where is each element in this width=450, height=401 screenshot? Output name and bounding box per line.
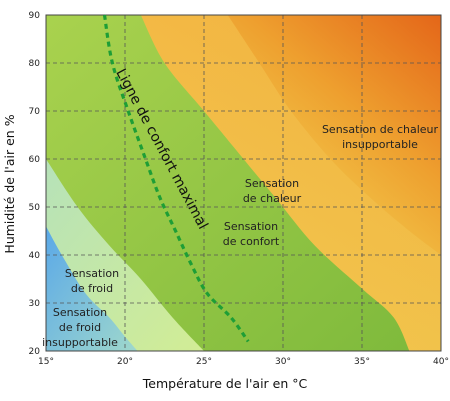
- plot-area: [46, 15, 441, 351]
- x-axis-title: Température de l'air en °C: [142, 376, 308, 391]
- y-tick-label: 50: [29, 203, 41, 213]
- zone-label-comfort: Sensation de confort: [223, 220, 280, 248]
- zone-comfort: [46, 15, 410, 351]
- zone-label-cold: Sensation de froid: [65, 267, 119, 295]
- zone-label-line: de froid: [71, 282, 113, 295]
- y-axis-title: Humidité de l'air en %: [2, 114, 17, 253]
- zone-label-line: de froid: [59, 321, 101, 334]
- zone-label-line: insupportable: [42, 336, 118, 349]
- y-tick-label: 30: [29, 299, 41, 309]
- zone-label-line: Sensation: [245, 177, 299, 190]
- zone-label-line: insupportable: [342, 138, 418, 151]
- zone-label-warm: Sensation de chaleur: [243, 177, 302, 205]
- max-comfort-line: [102, 14, 250, 343]
- x-tick-label: 15°: [38, 357, 54, 367]
- grid: [46, 15, 441, 351]
- y-tick-label: 60: [29, 155, 41, 165]
- y-tick-label: 40: [29, 251, 41, 261]
- x-tick-label: 30°: [275, 357, 291, 367]
- zone-label-hot-unbearable: Sensation de chaleur insupportable: [322, 123, 439, 151]
- y-tick-label: 20: [29, 347, 41, 357]
- zone-label-cold-unbearable: Sensation de froid insupportable: [42, 306, 118, 349]
- zone-label-line: Sensation: [224, 220, 278, 233]
- zone-label-line: Sensation de chaleur: [322, 123, 439, 136]
- x-tick-label: 20°: [117, 357, 133, 367]
- y-tick-label: 80: [29, 59, 41, 69]
- y-axis-ticks: 20 30 40 50 60 70 80 90: [29, 11, 41, 357]
- zone-label-line: Sensation: [65, 267, 119, 280]
- y-tick-label: 90: [29, 11, 41, 21]
- zone-cold-unbearable: [46, 226, 138, 351]
- x-tick-label: 40°: [433, 357, 449, 367]
- plot-frame: [45, 14, 442, 352]
- zone-label-line: de confort: [223, 235, 280, 248]
- x-tick-label: 25°: [196, 357, 212, 367]
- x-tick-label: 35°: [354, 357, 370, 367]
- y-tick-label: 70: [29, 107, 41, 117]
- x-axis-ticks: 15° 20° 25° 30° 35° 40°: [38, 357, 449, 367]
- zone-label-line: de chaleur: [243, 192, 302, 205]
- zone-label-line: Sensation: [53, 306, 107, 319]
